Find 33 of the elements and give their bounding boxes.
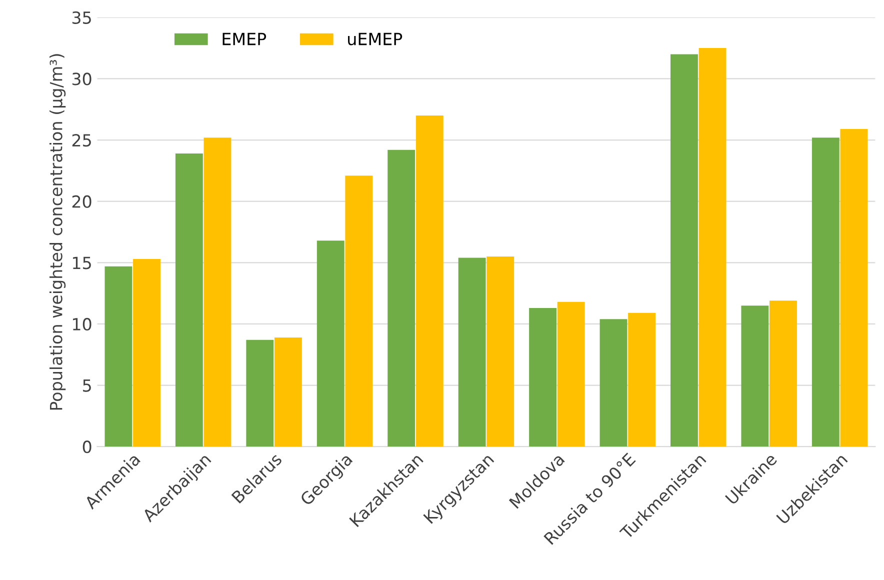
bar [316,240,344,447]
bar [770,300,797,447]
bar [840,128,868,447]
bar [486,256,514,447]
y-tick-label: 15 [73,256,91,270]
y-tick-label: 35 [72,11,91,24]
bar [628,312,656,447]
bar [812,138,840,447]
y-tick-label: 10 [73,318,92,331]
bar [104,266,132,447]
bar [529,308,556,447]
legend-label: EMEP [222,32,266,46]
bar [246,340,274,447]
bar [388,150,416,447]
y-tick-label: 0 [82,440,92,454]
bar [416,116,444,447]
bar [670,54,698,447]
bar [557,302,585,447]
bar [133,258,160,447]
bar [175,154,203,447]
bar [204,138,232,447]
y-tick-label: 30 [72,72,92,86]
y-tick-label: 25 [72,134,91,147]
y-axis-title: Population weighted concentration (µg/m³) [49,54,66,410]
bar [345,176,373,447]
legend-label: uEMEP [348,32,402,46]
bar [274,337,302,447]
bar [458,258,486,447]
y-tick-label: 5 [83,379,91,392]
bar [600,319,628,447]
y-tick-label: 20 [72,195,92,208]
bar [698,48,726,447]
bar [741,306,769,447]
